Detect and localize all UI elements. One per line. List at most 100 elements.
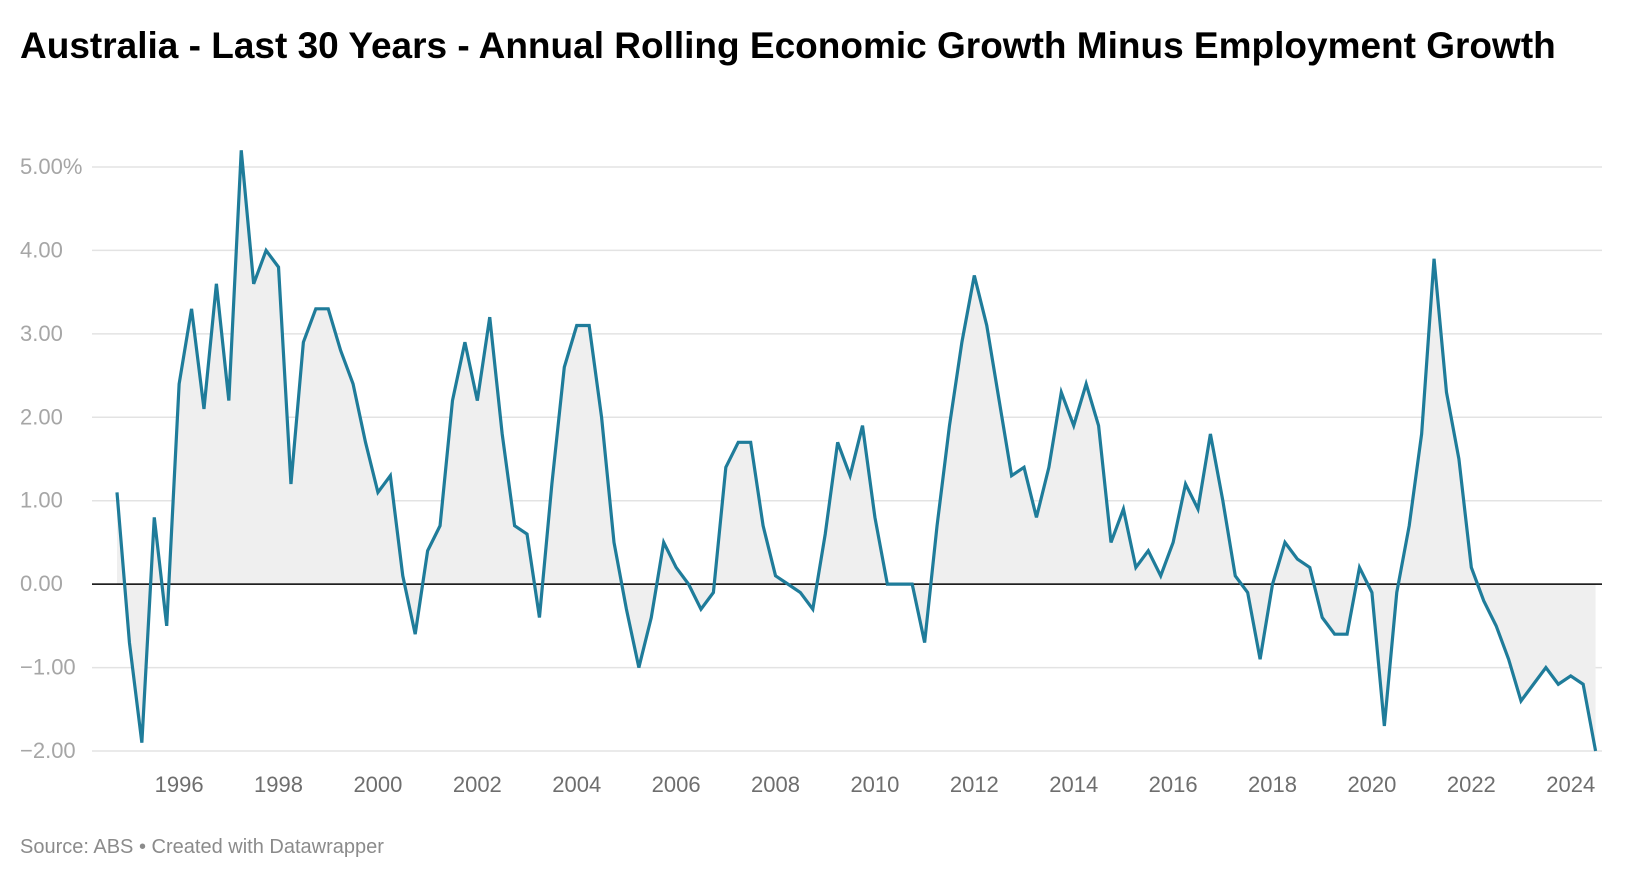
- data-point: [1121, 507, 1125, 511]
- data-point: [836, 440, 840, 444]
- data-point: [364, 440, 368, 444]
- data-point: [960, 340, 964, 344]
- data-point: [537, 616, 541, 620]
- data-point: [413, 632, 417, 636]
- data-point: [1581, 682, 1585, 686]
- data-point: [1109, 540, 1113, 544]
- data-point: [1594, 749, 1598, 753]
- gridlines: [92, 166, 1602, 752]
- data-point: [277, 265, 281, 269]
- data-point: [1221, 499, 1225, 503]
- data-point: [848, 474, 852, 478]
- y-tick-label: −1.00: [20, 655, 76, 680]
- data-point: [1246, 590, 1250, 594]
- data-point: [749, 440, 753, 444]
- data-point: [1159, 574, 1163, 578]
- data-point: [1432, 257, 1436, 261]
- footer-separator: •: [138, 836, 146, 858]
- y-axis-labels: 5.00% 4.00 3.00 2.00 1.00 0.00 −1.00 −2.00: [20, 154, 82, 763]
- data-point: [873, 515, 877, 519]
- data-point: [1457, 457, 1461, 461]
- data-point: [388, 474, 392, 478]
- data-point: [190, 307, 194, 311]
- data-point: [1569, 674, 1573, 678]
- data-point: [736, 440, 740, 444]
- data-point: [127, 641, 131, 645]
- data-point: [724, 465, 728, 469]
- data-point: [935, 524, 939, 528]
- x-tick-label: 2010: [850, 772, 899, 797]
- x-axis-labels: 1996 1998 2000 2002 2004 2006 2008 2010 2012 2014…: [155, 772, 1596, 797]
- x-tick-label: 2018: [1248, 772, 1297, 797]
- data-point: [227, 399, 231, 403]
- data-point: [1395, 590, 1399, 594]
- data-point: [637, 666, 641, 670]
- data-point: [426, 549, 430, 553]
- data-point: [115, 490, 119, 494]
- data-point: [910, 582, 914, 586]
- data-point: [600, 415, 604, 419]
- data-point: [140, 741, 144, 745]
- data-point: [1556, 682, 1560, 686]
- data-point: [351, 382, 355, 386]
- y-tick-label: 4.00: [20, 237, 63, 262]
- credit-label: Created with Datawrapper: [151, 836, 384, 858]
- data-point: [1034, 515, 1038, 519]
- x-tick-label: 2014: [1049, 772, 1098, 797]
- data-point: [525, 532, 529, 536]
- data-point: [624, 607, 628, 611]
- data-point: [1469, 565, 1473, 569]
- data-point: [1295, 557, 1299, 561]
- data-point: [1507, 657, 1511, 661]
- data-point: [1022, 465, 1026, 469]
- data-point: [612, 540, 616, 544]
- data-point: [500, 432, 504, 436]
- data-point: [214, 282, 218, 286]
- data-point: [798, 590, 802, 594]
- data-point: [1370, 590, 1374, 594]
- data-point: [1134, 565, 1138, 569]
- data-point: [575, 324, 579, 328]
- data-point: [450, 399, 454, 403]
- chart-footer: Source: ABS • Created with Datawrapper: [20, 836, 384, 859]
- data-point: [1196, 507, 1200, 511]
- data-point: [562, 365, 566, 369]
- series-line: [115, 150, 1598, 752]
- data-point: [1407, 524, 1411, 528]
- source-label: Source: ABS: [20, 836, 134, 858]
- data-point: [376, 490, 380, 494]
- data-point: [674, 565, 678, 569]
- data-point: [687, 582, 691, 586]
- x-tick-label: 1996: [155, 772, 204, 797]
- data-point: [786, 582, 790, 586]
- data-point: [811, 607, 815, 611]
- data-point: [1420, 432, 1424, 436]
- data-point: [1171, 540, 1175, 544]
- data-point: [885, 582, 889, 586]
- data-point: [947, 424, 951, 428]
- data-point: [1184, 482, 1188, 486]
- x-tick-label: 2020: [1347, 772, 1396, 797]
- x-tick-label: 2000: [353, 772, 402, 797]
- data-point: [550, 482, 554, 486]
- series-line-path: [115, 150, 1598, 752]
- data-point: [1059, 390, 1063, 394]
- data-point: [587, 324, 591, 328]
- data-point: [339, 349, 343, 353]
- data-point: [463, 340, 467, 344]
- data-point: [774, 574, 778, 578]
- data-point: [1482, 599, 1486, 603]
- data-point: [252, 282, 256, 286]
- chart-title: Australia - Last 30 Years - Annual Rolli…: [20, 25, 1556, 66]
- data-point: [1358, 565, 1362, 569]
- y-tick-label: 1.00: [20, 488, 63, 513]
- data-point: [1097, 424, 1101, 428]
- y-tick-label: 5.00%: [20, 154, 82, 179]
- x-tick-label: 2008: [751, 772, 800, 797]
- data-point: [985, 324, 989, 328]
- data-point: [1271, 582, 1275, 586]
- data-point: [165, 624, 169, 628]
- data-point: [1208, 432, 1212, 436]
- data-point: [1320, 616, 1324, 620]
